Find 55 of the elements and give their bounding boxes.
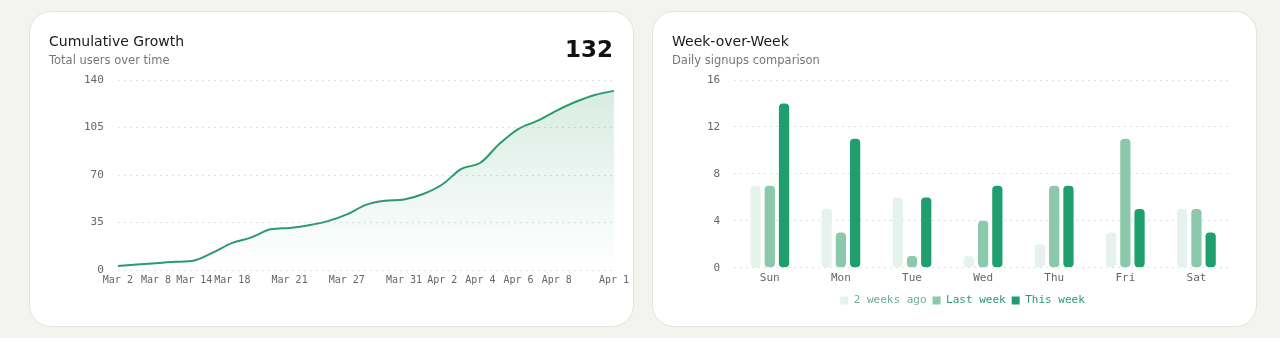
bar	[821, 209, 832, 268]
bar	[1106, 232, 1117, 268]
x-tick-label: Sat	[1186, 271, 1207, 285]
x-tick-label: Thu	[1044, 271, 1065, 285]
bar	[764, 185, 775, 268]
bar	[835, 232, 847, 268]
x-tick-label: Mar 18	[214, 273, 251, 285]
y-tick-label: 35	[90, 215, 104, 229]
bar	[978, 220, 989, 268]
y-tick-label: 12	[707, 119, 721, 133]
y-tick-label: 0	[713, 260, 721, 274]
bar	[1120, 138, 1131, 268]
legend-label: 2 weeks ago	[853, 293, 927, 307]
bar	[992, 185, 1003, 268]
bar	[1177, 209, 1188, 268]
x-tick-label: Fri	[1115, 271, 1136, 285]
bar	[750, 185, 761, 268]
text: 132	[564, 36, 613, 62]
x-tick-label: Apr 2	[427, 273, 458, 285]
x-tick-label: Mar 27	[328, 273, 365, 285]
x-tick-label: Mon	[830, 271, 851, 285]
y-tick-label: 140	[83, 72, 104, 86]
x-tick-label: Apr 8	[541, 273, 572, 285]
y-tick-label: 4	[713, 213, 721, 227]
x-tick-label: Apr 4	[465, 273, 496, 285]
legend-label: This week	[1025, 293, 1086, 307]
y-tick-label: 70	[90, 167, 104, 181]
x-tick-label: Mar 2	[102, 273, 133, 285]
x-tick-label: Sun	[759, 271, 780, 285]
bar	[892, 197, 903, 268]
y-tick-label: 105	[83, 120, 104, 134]
bar	[1191, 209, 1202, 268]
bar	[1049, 185, 1060, 268]
chart-subtitle: Total users over time	[49, 53, 170, 67]
y-tick-label: 0	[97, 262, 104, 276]
chart-title: Week-over-Week	[672, 33, 789, 49]
chart-title: Cumulative Growth	[49, 33, 185, 49]
x-tick-label: Tue	[902, 271, 922, 285]
bar	[1134, 209, 1145, 268]
bar	[921, 197, 932, 268]
bar	[850, 138, 861, 268]
x-tick-label: Mar 8	[140, 273, 172, 285]
x-tick-label: Apr 1	[598, 273, 629, 285]
x-tick-label: Wed	[973, 271, 994, 285]
y-tick-label: 16	[707, 72, 721, 86]
bar	[1205, 232, 1216, 268]
x-tick-label: Apr 6	[503, 273, 534, 285]
y-tick-label: 8	[713, 166, 721, 180]
bar	[1063, 185, 1074, 268]
x-tick-label: Mar 14	[176, 273, 213, 285]
x-tick-label: Mar 31	[386, 273, 423, 285]
x-tick-label: Mar 21	[271, 273, 308, 285]
chart-subtitle: Daily signups comparison	[672, 53, 820, 67]
bar	[778, 103, 790, 268]
legend-label: Last week	[946, 293, 1007, 307]
